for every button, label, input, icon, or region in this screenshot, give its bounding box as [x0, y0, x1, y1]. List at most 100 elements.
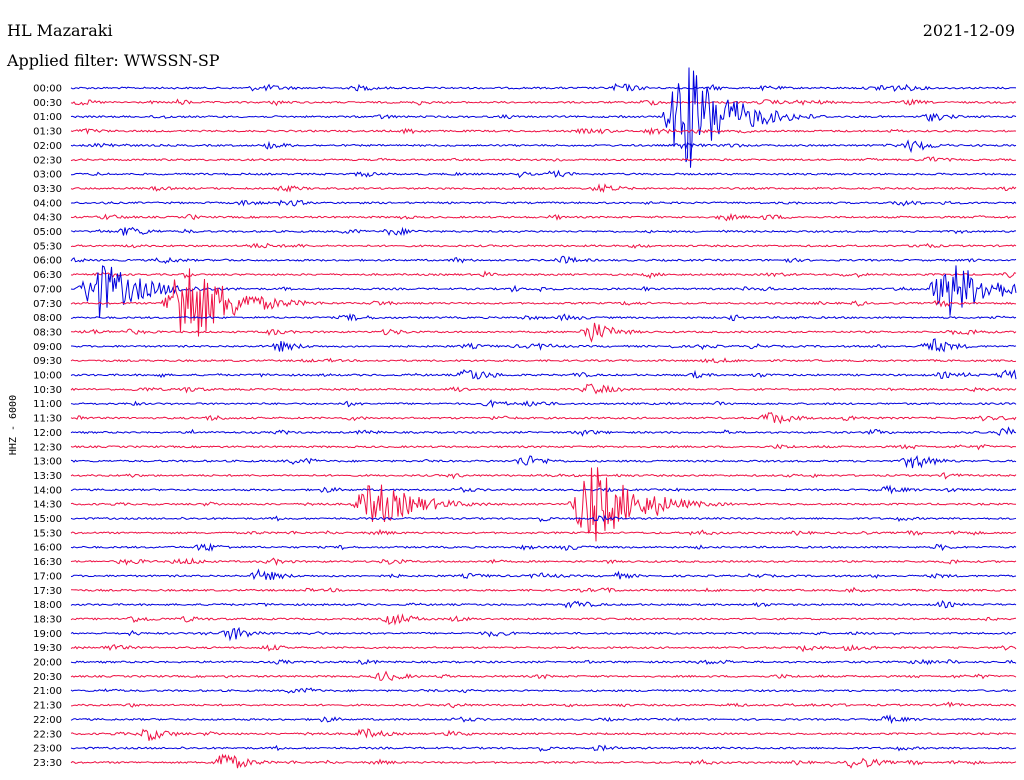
seismic-trace-1530: [70, 528, 1017, 537]
y-axis-label: HHZ - 6000: [8, 395, 19, 455]
seismic-trace-1330: [70, 472, 1017, 480]
seismic-trace-0130: [70, 127, 1017, 136]
seismic-trace-2130: [70, 701, 1017, 709]
seismic-trace-1100: [70, 399, 1017, 409]
seismic-trace-0400: [70, 199, 1017, 207]
row-time-label: 02:00: [33, 141, 62, 152]
row-time-label: 12:00: [33, 428, 62, 439]
row-time-label: 08:30: [33, 327, 62, 338]
seismic-trace-0830: [71, 322, 1017, 343]
row-time-label: 11:00: [33, 399, 62, 410]
row-time-label: 17:00: [33, 571, 62, 582]
seismic-trace-0730: [70, 268, 1017, 337]
seismic-trace-2330: [70, 753, 1017, 769]
row-time-label: 20:30: [33, 672, 62, 683]
row-time-label: 11:30: [33, 414, 62, 425]
seismic-trace-1400: [70, 484, 1017, 495]
seismic-trace-1900: [70, 626, 1017, 642]
seismic-trace-2030: [70, 670, 1017, 682]
row-time-label: 00:30: [33, 98, 62, 109]
row-time-label: 22:00: [33, 715, 62, 726]
row-time-label: 20:00: [33, 658, 62, 669]
seismic-trace-0800: [70, 312, 1017, 322]
row-time-label: 17:30: [33, 586, 62, 597]
seismic-trace-1200: [70, 426, 1017, 437]
row-time-label: 02:30: [33, 155, 62, 166]
row-time-label: 14:30: [33, 500, 62, 511]
row-time-label: 10:30: [33, 385, 62, 396]
seismic-trace-0330: [70, 183, 1017, 194]
row-time-label: 05:30: [33, 241, 62, 252]
seismic-trace-0230: [70, 156, 1016, 162]
seismic-trace-1030: [70, 383, 1017, 395]
row-time-label: 12:30: [33, 442, 62, 453]
seismic-trace-1300: [70, 455, 1017, 469]
seismic-trace-0630: [70, 270, 1017, 280]
row-time-label: 21:00: [33, 686, 62, 697]
row-time-label: 15:00: [33, 514, 62, 525]
row-time-label: 19:30: [33, 643, 62, 654]
row-time-label: 18:00: [33, 600, 62, 611]
seismic-trace-0500: [70, 226, 1016, 237]
row-time-label: 14:00: [33, 485, 62, 496]
row-time-label: 08:00: [33, 313, 62, 324]
seismic-trace-1000: [70, 369, 1017, 380]
row-time-label: 10:00: [33, 371, 62, 382]
seismic-trace-1930: [70, 643, 1017, 653]
seismic-trace-1700: [70, 568, 1017, 581]
row-time-label: 22:30: [33, 729, 62, 740]
row-time-label: 06:00: [33, 256, 62, 267]
seismic-trace-1500: [70, 514, 1017, 523]
seismic-trace-0430: [70, 212, 1017, 222]
seismic-trace-2200: [70, 714, 1017, 725]
date-label: 2021-12-09: [922, 21, 1015, 40]
seismic-trace-0300: [70, 169, 1017, 179]
station-title: HL Mazaraki: [7, 21, 113, 40]
trace-group: [70, 67, 1017, 769]
seismic-trace-1630: [70, 557, 1017, 566]
row-time-label: 00:00: [33, 84, 62, 95]
seismic-trace-2100: [70, 687, 1017, 694]
row-time-label: 15:30: [33, 528, 62, 539]
row-time-label: 07:30: [33, 299, 62, 310]
seismic-trace-2000: [70, 658, 1017, 666]
seismic-trace-0930: [70, 357, 1017, 364]
row-time-label: 13:30: [33, 471, 62, 482]
seismic-trace-0600: [70, 255, 1017, 264]
seismic-trace-0900: [71, 338, 1017, 353]
row-time-label: 01:30: [33, 127, 62, 138]
row-time-label: 01:00: [33, 112, 62, 123]
row-time-label: 03:30: [33, 184, 62, 195]
row-time-label: 05:00: [33, 227, 62, 238]
row-time-label: 06:30: [33, 270, 62, 281]
row-time-label: 16:30: [33, 557, 62, 568]
row-time-label: 23:30: [33, 758, 62, 769]
row-time-label: 09:00: [33, 342, 62, 353]
row-time-label: 03:00: [33, 170, 62, 181]
seismic-trace-1430: [70, 467, 1016, 542]
seismic-trace-0030: [70, 98, 1017, 107]
seismic-trace-1230: [70, 443, 1017, 451]
seismic-trace-1830: [70, 613, 1017, 626]
row-time-label: 23:00: [33, 744, 62, 755]
row-time-label: 18:30: [33, 614, 62, 625]
seismic-trace-1130: [70, 412, 1017, 425]
seismic-trace-1730: [70, 586, 1017, 594]
row-time-label: 07:00: [33, 284, 62, 295]
seismic-trace-0200: [70, 139, 1017, 154]
seismic-trace-0700: [70, 265, 1017, 318]
row-label-group: 00:00 00:30 01:00 01:30 02:00 02:30 03:00 03:30…: [33, 84, 62, 769]
row-time-label: 04:30: [33, 213, 62, 224]
row-time-label: 21:30: [33, 701, 62, 712]
seismic-trace-0000: [70, 83, 1017, 92]
row-time-label: 09:30: [33, 356, 62, 367]
seismic-trace-1600: [70, 542, 1017, 552]
row-time-label: 13:00: [33, 457, 62, 468]
seismic-trace-2230: [70, 728, 1016, 741]
seismic-trace-0530: [70, 242, 1017, 249]
seismic-trace-0100: [70, 67, 1017, 168]
row-time-label: 19:00: [33, 629, 62, 640]
seismic-trace-1800: [70, 599, 1017, 609]
row-time-label: 16:00: [33, 543, 62, 554]
